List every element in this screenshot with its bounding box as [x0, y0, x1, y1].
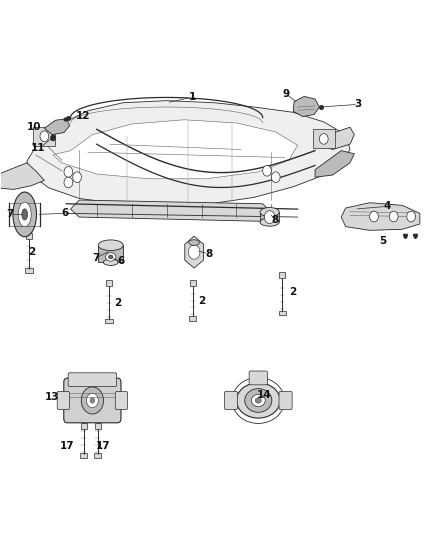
- Ellipse shape: [90, 398, 95, 403]
- FancyBboxPatch shape: [80, 453, 87, 458]
- Polygon shape: [319, 127, 354, 150]
- Text: 1: 1: [189, 92, 196, 102]
- Ellipse shape: [18, 202, 31, 227]
- Text: 3: 3: [354, 99, 361, 109]
- Ellipse shape: [245, 389, 272, 413]
- Polygon shape: [293, 96, 319, 117]
- Polygon shape: [313, 130, 335, 149]
- Text: 4: 4: [383, 201, 391, 212]
- Circle shape: [263, 165, 272, 176]
- Polygon shape: [315, 151, 354, 177]
- Polygon shape: [341, 203, 420, 230]
- Ellipse shape: [189, 240, 199, 245]
- Ellipse shape: [98, 240, 123, 251]
- Text: 7: 7: [7, 209, 14, 220]
- FancyBboxPatch shape: [190, 280, 196, 286]
- Text: 6: 6: [117, 256, 124, 266]
- Ellipse shape: [103, 259, 118, 265]
- Polygon shape: [33, 127, 55, 146]
- Ellipse shape: [81, 387, 103, 414]
- Polygon shape: [185, 236, 204, 268]
- Ellipse shape: [260, 207, 279, 216]
- Polygon shape: [71, 200, 272, 221]
- Ellipse shape: [13, 192, 36, 237]
- Text: 2: 2: [114, 297, 121, 308]
- Circle shape: [407, 211, 416, 222]
- Circle shape: [370, 211, 378, 222]
- Circle shape: [40, 131, 49, 142]
- Polygon shape: [260, 212, 279, 222]
- Circle shape: [272, 172, 280, 182]
- Ellipse shape: [237, 383, 280, 418]
- Text: 12: 12: [75, 111, 90, 121]
- Ellipse shape: [106, 253, 116, 261]
- Circle shape: [389, 211, 398, 222]
- Polygon shape: [53, 120, 297, 179]
- Text: 8: 8: [205, 249, 212, 259]
- FancyBboxPatch shape: [279, 391, 292, 409]
- FancyBboxPatch shape: [68, 373, 117, 386]
- Text: 13: 13: [45, 392, 60, 402]
- Text: 17: 17: [95, 441, 110, 451]
- FancyBboxPatch shape: [95, 423, 101, 429]
- Ellipse shape: [86, 393, 98, 408]
- Ellipse shape: [260, 218, 279, 226]
- FancyBboxPatch shape: [249, 371, 268, 385]
- FancyBboxPatch shape: [94, 453, 101, 458]
- Text: 5: 5: [379, 236, 386, 246]
- FancyBboxPatch shape: [64, 378, 121, 423]
- Polygon shape: [44, 119, 70, 135]
- Polygon shape: [0, 163, 44, 189]
- FancyBboxPatch shape: [106, 280, 112, 286]
- FancyBboxPatch shape: [26, 233, 32, 239]
- Text: 6: 6: [62, 208, 69, 219]
- Text: 7: 7: [92, 253, 99, 263]
- FancyBboxPatch shape: [25, 268, 33, 273]
- Text: 10: 10: [27, 122, 42, 132]
- FancyBboxPatch shape: [224, 391, 237, 409]
- Ellipse shape: [109, 255, 113, 259]
- FancyBboxPatch shape: [115, 391, 127, 409]
- Text: 14: 14: [257, 390, 272, 400]
- FancyBboxPatch shape: [105, 319, 113, 324]
- Ellipse shape: [251, 394, 265, 407]
- Circle shape: [73, 172, 81, 182]
- Ellipse shape: [232, 377, 285, 423]
- Circle shape: [50, 135, 56, 141]
- Polygon shape: [27, 101, 350, 205]
- FancyBboxPatch shape: [279, 272, 286, 278]
- FancyBboxPatch shape: [279, 311, 286, 316]
- Circle shape: [64, 166, 73, 177]
- FancyBboxPatch shape: [57, 391, 70, 409]
- Ellipse shape: [255, 398, 261, 403]
- Polygon shape: [98, 245, 123, 262]
- Text: 17: 17: [60, 441, 74, 451]
- Circle shape: [265, 211, 275, 223]
- Text: 8: 8: [271, 215, 279, 225]
- Text: 11: 11: [31, 143, 45, 153]
- Text: 9: 9: [282, 88, 290, 99]
- Ellipse shape: [22, 209, 28, 220]
- Text: 2: 2: [198, 296, 205, 306]
- Circle shape: [188, 245, 200, 259]
- FancyBboxPatch shape: [189, 316, 197, 321]
- Circle shape: [64, 177, 73, 188]
- Circle shape: [319, 134, 328, 144]
- Text: 2: 2: [290, 287, 297, 297]
- Text: 2: 2: [28, 247, 36, 256]
- FancyBboxPatch shape: [81, 423, 87, 429]
